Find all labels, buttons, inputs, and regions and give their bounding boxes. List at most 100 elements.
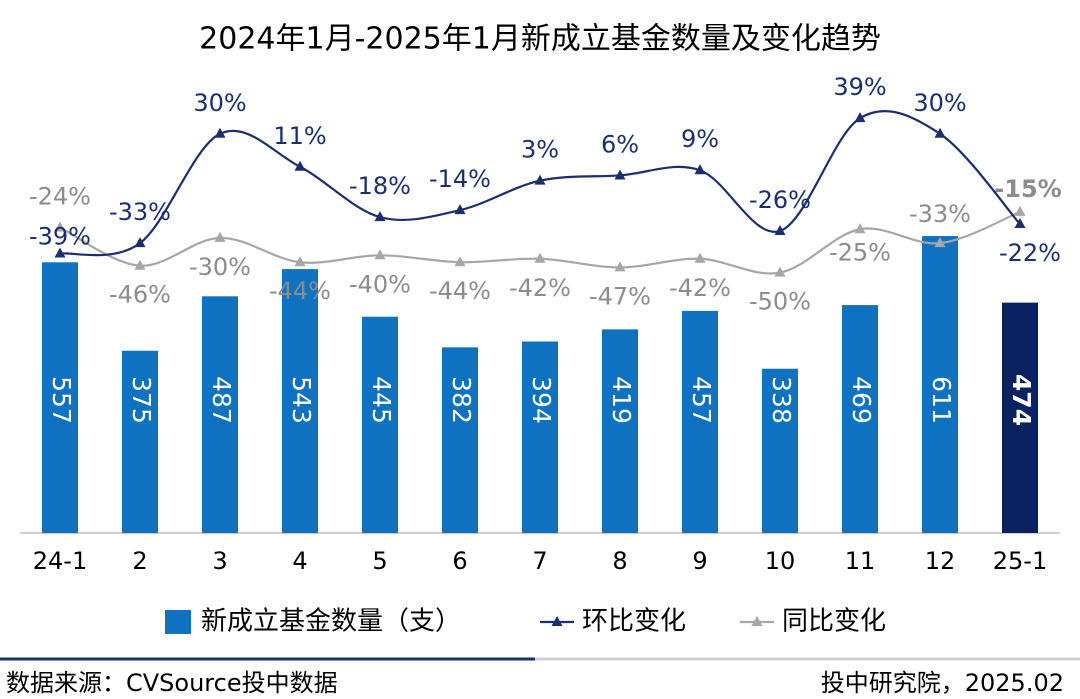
data-label: -14% <box>429 165 491 193</box>
marker <box>294 160 306 171</box>
x-tick-label: 10 <box>765 547 796 575</box>
legend-label: 同比变化 <box>782 607 886 637</box>
bar-label: 445 <box>367 376 396 424</box>
data-label: 9% <box>681 125 719 153</box>
data-label: 3% <box>521 136 559 164</box>
marker <box>54 221 66 232</box>
bar-label: 419 <box>607 376 636 424</box>
marker <box>854 112 866 123</box>
data-label: -46% <box>109 281 171 309</box>
data-label: -47% <box>589 282 651 310</box>
bar-label: 611 <box>927 376 956 424</box>
x-tick-label: 11 <box>845 547 876 575</box>
data-label: -15% <box>994 175 1061 203</box>
x-tick-label: 2 <box>132 547 147 575</box>
bar <box>442 347 478 533</box>
bar <box>282 269 318 533</box>
marker <box>214 127 226 138</box>
marker <box>294 256 306 267</box>
marker <box>54 247 66 258</box>
data-label: -44% <box>429 277 491 305</box>
data-label: -18% <box>349 172 411 200</box>
bar <box>202 296 238 533</box>
x-tick-label: 8 <box>612 547 627 575</box>
x-tick-label: 9 <box>692 547 707 575</box>
legend-label: 环比变化 <box>582 607 686 637</box>
marker <box>534 252 546 263</box>
x-tick-label: 25-1 <box>993 547 1047 575</box>
bar <box>362 316 398 533</box>
bar <box>1002 302 1038 533</box>
bar-label: 457 <box>687 376 716 424</box>
marker <box>454 204 466 215</box>
marker <box>374 211 386 222</box>
data-label: -30% <box>189 253 251 281</box>
marker <box>614 169 626 180</box>
data-label: -42% <box>509 274 571 302</box>
bar <box>522 341 558 533</box>
bar-label: 338 <box>767 376 796 424</box>
bar <box>922 236 958 533</box>
data-label: -33% <box>109 198 171 226</box>
marker <box>694 252 706 263</box>
data-label: -25% <box>829 238 891 266</box>
data-label: -33% <box>909 200 971 228</box>
marker <box>134 259 146 270</box>
legend-label: 新成立基金数量（支） <box>201 607 461 637</box>
marker <box>454 256 466 267</box>
marker <box>1014 218 1026 229</box>
bar-label: 394 <box>527 376 556 424</box>
bar-label: 474 <box>1007 374 1036 426</box>
x-tick-label: 5 <box>372 547 387 575</box>
data-label: -24% <box>29 183 91 211</box>
bar-label: 487 <box>207 376 236 424</box>
data-label: -42% <box>669 274 731 302</box>
marker <box>774 224 786 235</box>
x-tick-label: 7 <box>532 547 547 575</box>
data-label: 11% <box>273 122 326 150</box>
data-label: -26% <box>749 186 811 214</box>
data-label: -50% <box>749 288 811 316</box>
bar <box>122 350 158 533</box>
marker <box>214 231 226 242</box>
bar <box>762 368 798 533</box>
data-label: -44% <box>269 277 331 305</box>
legend-marker <box>551 616 563 626</box>
credit: 投中研究院，2025.02 <box>821 669 1064 697</box>
marker <box>774 266 786 277</box>
marker <box>534 174 546 185</box>
data-label: 39% <box>833 73 886 101</box>
x-tick-label: 4 <box>292 547 307 575</box>
data-label: 30% <box>913 89 966 117</box>
data-label: -39% <box>29 223 91 251</box>
bar-label: 557 <box>47 376 76 424</box>
data-label: 30% <box>193 89 246 117</box>
marker <box>854 223 866 234</box>
bar <box>42 262 78 533</box>
bar <box>682 310 718 533</box>
bar <box>602 329 638 533</box>
bar <box>842 305 878 533</box>
data-label: 6% <box>601 130 639 158</box>
bar-label: 469 <box>847 376 876 424</box>
marker <box>934 127 946 138</box>
bar-label: 375 <box>127 376 156 424</box>
x-tick-label: 24-1 <box>33 547 87 575</box>
chart-title: 2024年1月-2025年1月新成立基金数量及变化趋势 <box>199 22 881 57</box>
marker <box>134 237 146 248</box>
bar-label: 382 <box>447 376 476 424</box>
data-label: -40% <box>349 270 411 298</box>
x-tick-label: 3 <box>212 547 227 575</box>
marker <box>694 164 706 175</box>
data-label: -22% <box>999 239 1061 267</box>
marker <box>374 249 386 260</box>
marker <box>614 261 626 272</box>
marker <box>934 237 946 248</box>
x-tick-label: 6 <box>452 547 467 575</box>
x-tick-label: 12 <box>925 547 956 575</box>
legend-swatch <box>165 610 191 634</box>
source: 数据来源：CVSource投中数据 <box>6 669 338 697</box>
marker <box>1014 205 1026 216</box>
bar-label: 543 <box>287 376 316 424</box>
